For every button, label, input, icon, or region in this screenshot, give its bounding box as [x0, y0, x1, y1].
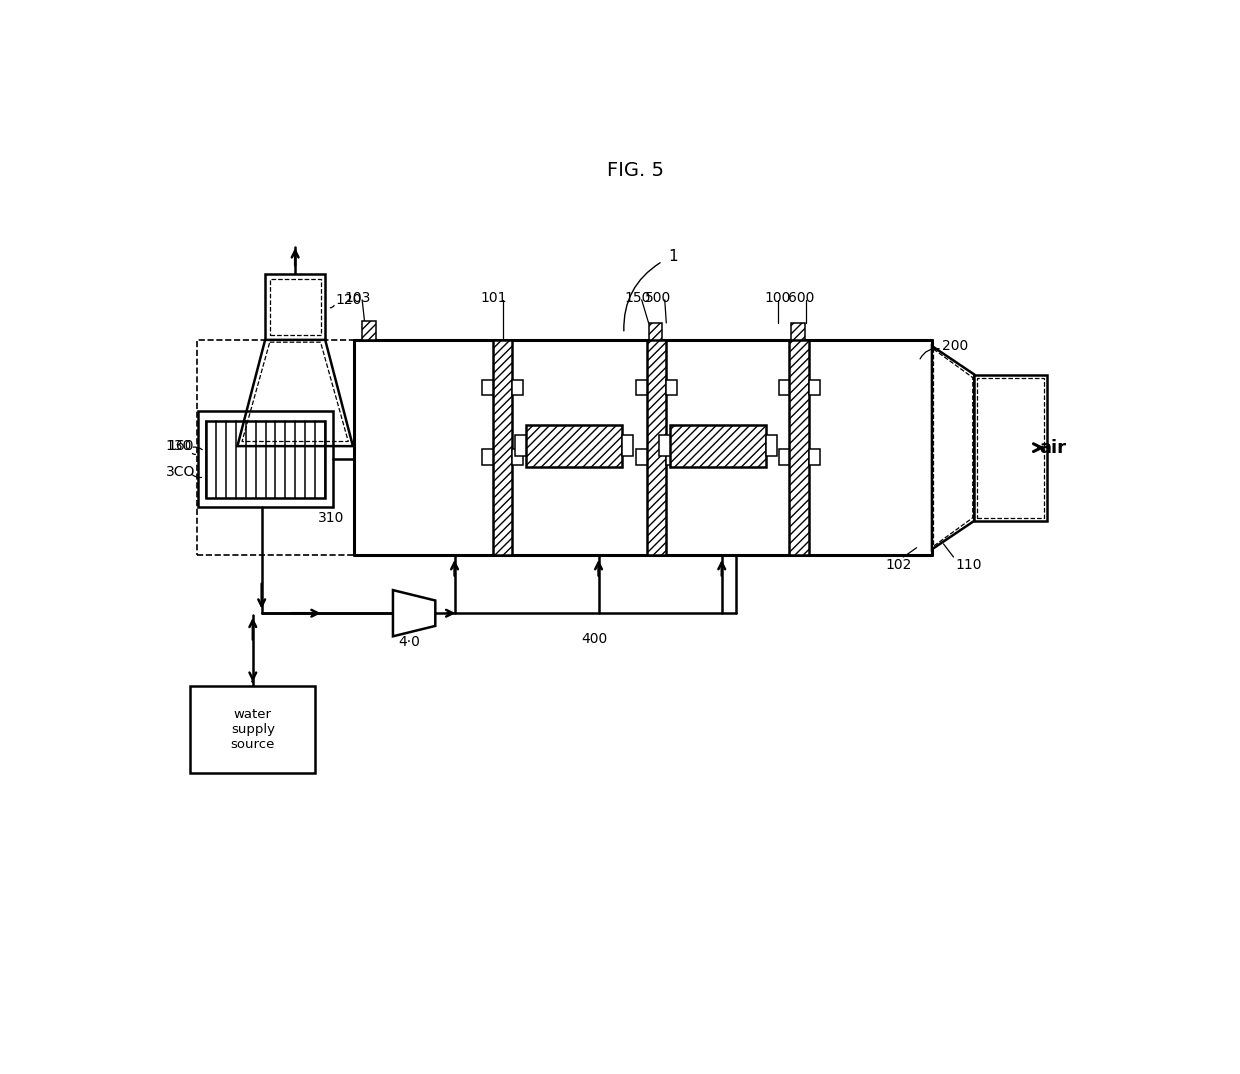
Text: 101: 101 [480, 290, 506, 305]
Text: 160: 160 [167, 439, 193, 453]
Polygon shape [393, 590, 435, 636]
Bar [779, 449, 790, 465]
Bar [975, 375, 1048, 521]
Bar [512, 380, 523, 395]
Bar [977, 378, 1044, 518]
Bar [636, 380, 647, 395]
Text: 102: 102 [885, 557, 913, 571]
Text: 150: 150 [624, 290, 650, 305]
Bar [265, 275, 325, 339]
Bar [516, 435, 526, 456]
Bar [790, 339, 808, 555]
Bar [766, 435, 777, 456]
Bar [647, 339, 666, 555]
Text: 200: 200 [942, 339, 968, 353]
Bar [206, 421, 325, 497]
Bar [670, 424, 766, 467]
Text: 4·0: 4·0 [398, 635, 420, 649]
Bar [660, 435, 670, 456]
Bar [666, 380, 677, 395]
Text: 500: 500 [645, 290, 671, 305]
Bar [791, 323, 805, 339]
Text: 103: 103 [345, 290, 371, 305]
Text: 100: 100 [765, 290, 791, 305]
Bar [622, 435, 634, 456]
Bar [494, 339, 512, 555]
Bar [197, 339, 355, 555]
Bar [808, 380, 820, 395]
Bar [362, 321, 376, 339]
Polygon shape [932, 346, 975, 549]
Text: air: air [1040, 438, 1066, 456]
Text: 600: 600 [787, 290, 815, 305]
Bar [526, 424, 622, 467]
Bar [270, 279, 321, 335]
Text: 120: 120 [335, 293, 362, 307]
Bar [482, 380, 494, 395]
Text: 310: 310 [319, 511, 345, 525]
Bar [779, 380, 790, 395]
Bar [191, 686, 315, 772]
Bar [649, 323, 662, 339]
Text: 1: 1 [668, 249, 677, 264]
Bar [198, 411, 332, 507]
Bar [482, 449, 494, 465]
Polygon shape [237, 339, 353, 446]
Bar [808, 449, 820, 465]
Text: 130: 130 [166, 439, 192, 453]
Bar [666, 449, 677, 465]
Bar [636, 449, 647, 465]
Text: 400: 400 [582, 632, 608, 645]
Text: water
supply
source: water supply source [231, 708, 275, 751]
Text: 110: 110 [955, 557, 982, 571]
Text: FIG. 5: FIG. 5 [608, 161, 663, 180]
Bar [512, 449, 523, 465]
Text: 3CO: 3CO [166, 465, 195, 479]
